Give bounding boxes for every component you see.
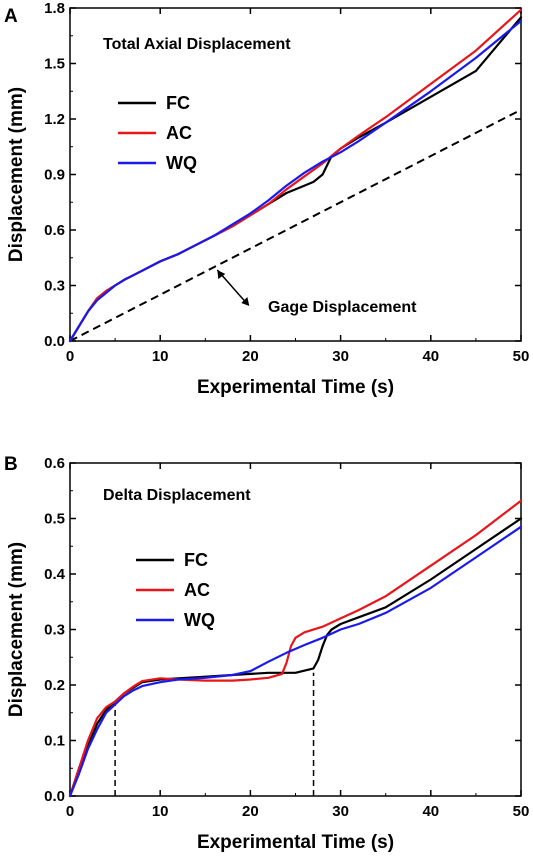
chart-title: Total Axial Displacement [103, 36, 291, 53]
legend-label-fc: FC [166, 93, 190, 113]
annotation-arrow-head [217, 270, 226, 279]
y-tick-label: 1.5 [44, 56, 65, 73]
x-tick-label: 10 [152, 803, 169, 820]
y-tick-label: 0.6 [44, 222, 65, 239]
x-tick-label: 50 [513, 803, 530, 820]
plot-frame [69, 7, 522, 342]
legend-label-wq: WQ [166, 153, 197, 173]
legend-label-ac: AC [166, 123, 192, 143]
x-tick-label: 40 [422, 348, 439, 365]
y-tick-label: 0.5 [44, 511, 65, 528]
series-line-ac [68, 499, 523, 798]
x-tick-label: 30 [332, 803, 349, 820]
x-tick-label: 40 [422, 803, 439, 820]
y-tick-label: 0.4 [44, 566, 66, 583]
x-tick-label: 50 [513, 348, 530, 365]
y-tick-label: 0.1 [44, 733, 65, 750]
y-tick-label: 0.0 [44, 333, 65, 350]
x-tick-label: 0 [66, 803, 74, 820]
x-tick-label: 30 [332, 348, 349, 365]
y-tick-label: 1.8 [44, 0, 65, 17]
x-tick-label: 20 [242, 803, 259, 820]
series-line-ac [68, 8, 523, 343]
x-tick-label: 20 [242, 348, 259, 365]
series-line-wq [68, 525, 523, 798]
panel-label: A [4, 6, 18, 27]
plot-frame [69, 462, 522, 797]
annotation-arrow-head-lower [241, 297, 250, 306]
x-tick-label: 0 [66, 348, 74, 365]
chart-panel-b: B 0 10 20 30 40 50 0.0 0.1 0.2 0.3 0.4 0.5 0.6 Experim… [4, 454, 529, 853]
y-axis-title: Displacement (mm) [6, 87, 27, 262]
y-tick-label: 1.2 [44, 111, 65, 128]
chart-title: Delta Displacement [103, 487, 251, 504]
series-line-wq [68, 19, 523, 343]
y-axis-title: Displacement (mm) [6, 542, 27, 717]
x-tick-label: 10 [152, 348, 169, 365]
y-tick-label: 0.3 [44, 622, 65, 639]
legend-label-ac: AC [184, 580, 210, 600]
y-tick-label: 0.3 [44, 278, 65, 295]
legend-label-wq: WQ [184, 610, 215, 630]
series-line-fc [68, 517, 523, 798]
x-axis-title: Experimental Time (s) [197, 377, 394, 398]
legend-label-fc: FC [184, 550, 208, 570]
y-tick-label: 0.6 [44, 455, 65, 472]
gage-reference-line [69, 108, 522, 342]
y-tick-label: 0.2 [44, 677, 65, 694]
x-axis-title: Experimental Time (s) [197, 832, 394, 853]
panel-label: B [4, 454, 18, 475]
y-tick-label: 0.9 [44, 167, 65, 184]
chart-panel-a: A 0 10 20 30 40 50 0.0 0.3 0.6 0.9 1.2 1.5 1.8 Experim… [4, 0, 529, 398]
annotation-text: Gage Displacement [268, 299, 417, 316]
y-tick-label: 0.0 [44, 788, 65, 805]
